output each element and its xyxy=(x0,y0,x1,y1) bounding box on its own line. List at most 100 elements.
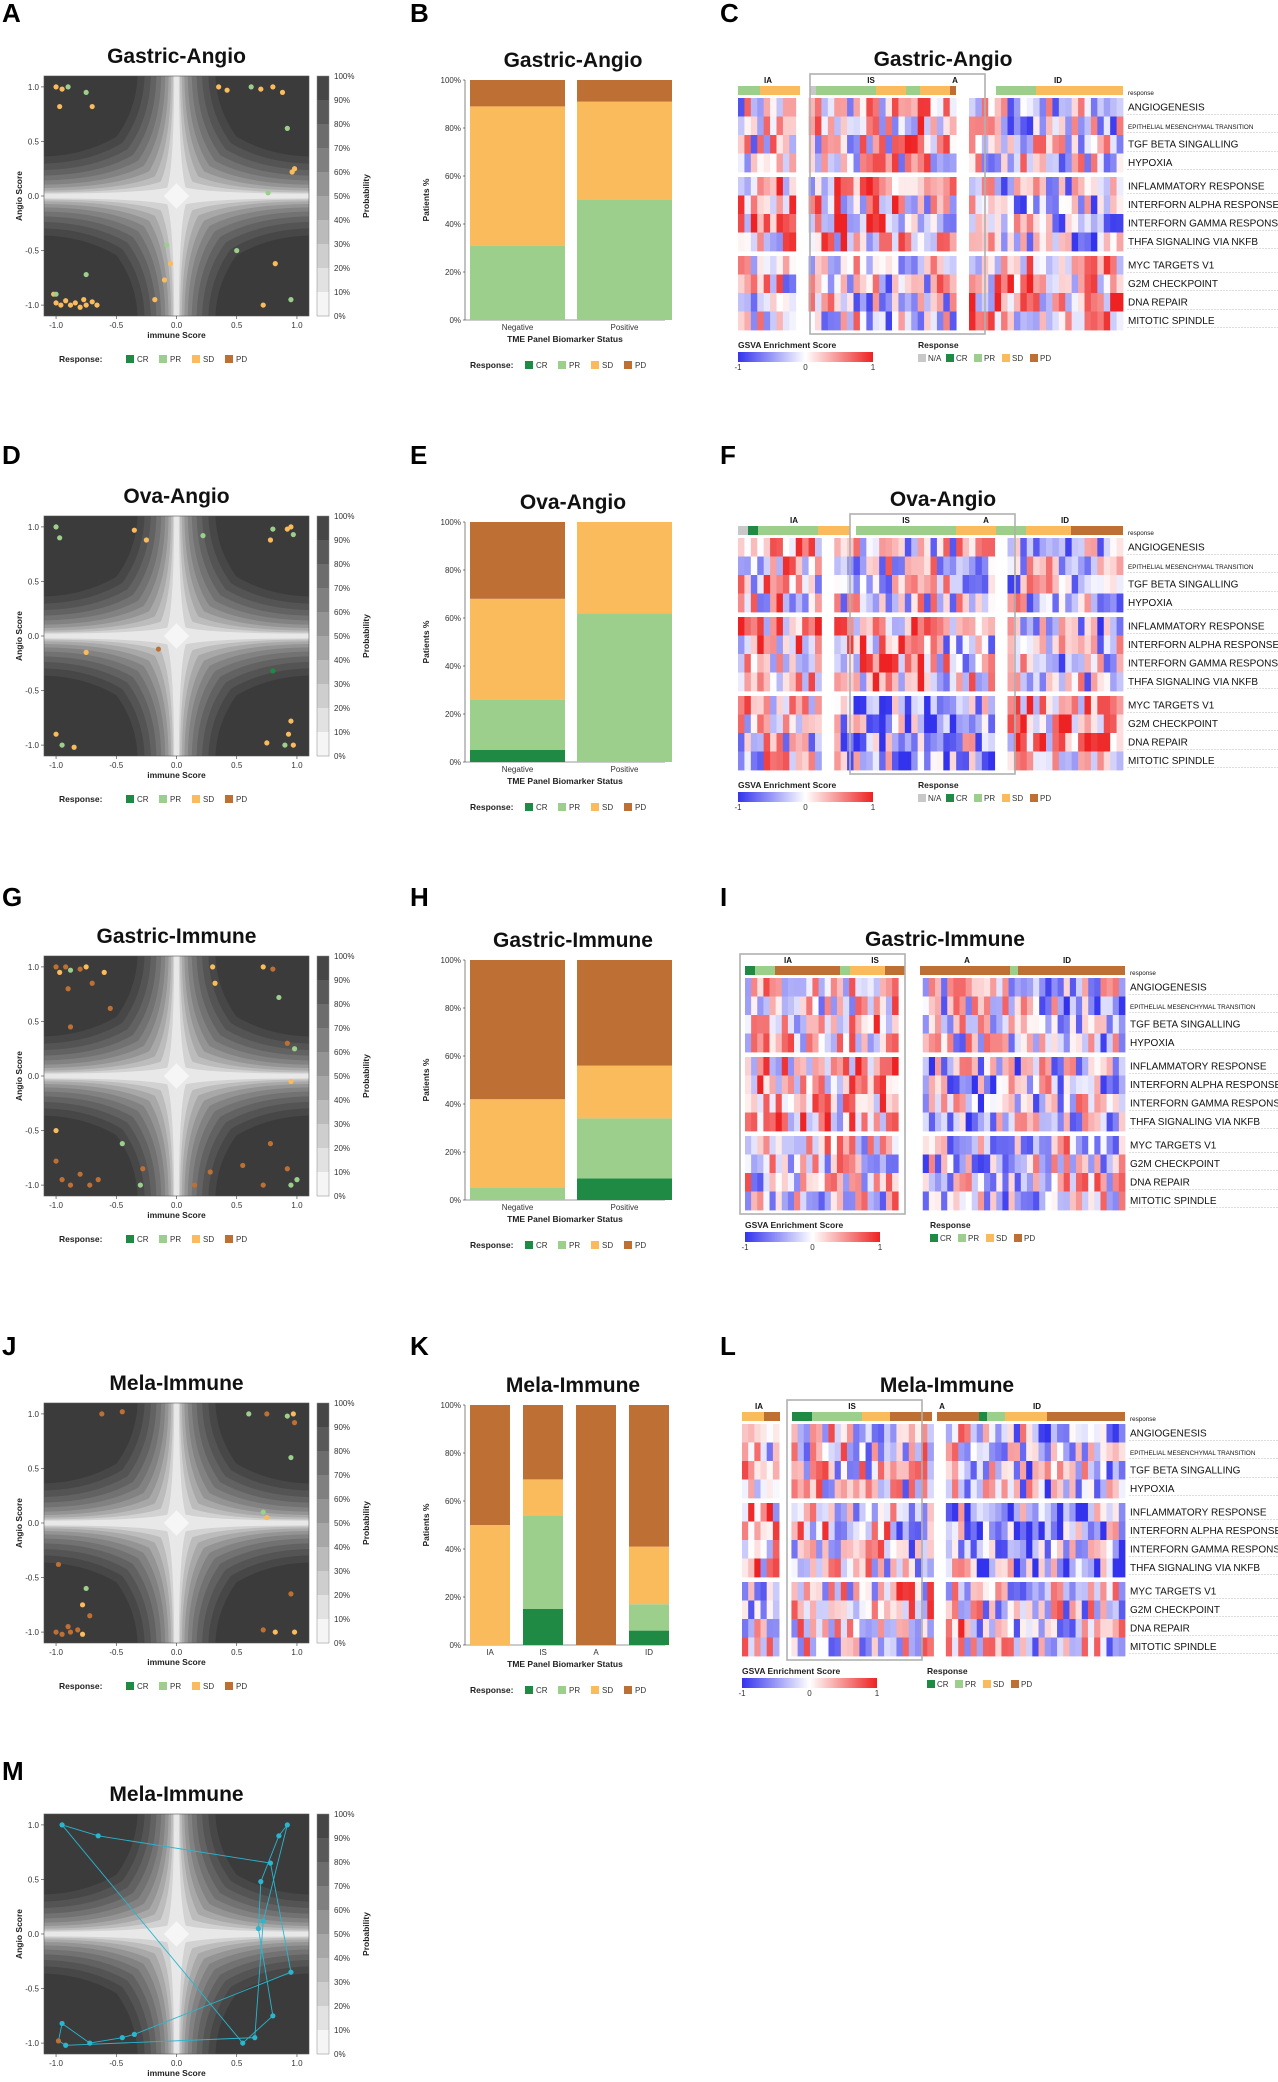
heatmap-cell xyxy=(789,232,797,252)
heatmap-cell xyxy=(1033,214,1040,233)
y-tick-label: -0.5 xyxy=(25,687,39,696)
heatmap-cell xyxy=(1103,751,1111,771)
heatmap-cell xyxy=(1112,1461,1120,1480)
heatmap-cell xyxy=(922,1154,930,1174)
heatmap-cell xyxy=(1112,1637,1120,1657)
heatmap-cell xyxy=(806,1033,813,1053)
heatmap-cell xyxy=(803,1619,811,1638)
heatmap-cell xyxy=(952,1582,959,1601)
heatmap-cell xyxy=(1032,1540,1039,1559)
heatmap-cell xyxy=(775,1057,783,1076)
heatmap-cell xyxy=(859,1521,866,1541)
heatmap-cell xyxy=(949,195,957,215)
heatmap-cell xyxy=(930,177,938,196)
heatmap-cell xyxy=(898,256,906,275)
pathway-label: MYC TARGETS V1 xyxy=(1130,1140,1217,1151)
heatmap-cell xyxy=(943,635,951,655)
legend-swatch-PR xyxy=(558,361,566,369)
colorbar-step xyxy=(317,1523,329,1548)
data-point-SD xyxy=(240,2040,246,2046)
heatmap-cell xyxy=(1090,311,1098,331)
heatmap-cell xyxy=(1075,1540,1083,1559)
heatmap-cell xyxy=(936,116,944,136)
heatmap-cell xyxy=(853,556,861,576)
heatmap-cell xyxy=(1075,1173,1083,1192)
heatmap-cell xyxy=(1112,1619,1120,1638)
heatmap-cell xyxy=(1050,1582,1058,1601)
heatmap-cell xyxy=(840,116,848,136)
heatmap-cell xyxy=(911,714,919,734)
heatmap-cell xyxy=(1033,116,1040,136)
heatmap-cell xyxy=(930,672,938,692)
heatmap-cell xyxy=(898,556,906,576)
response-legend-swatch xyxy=(930,1234,938,1242)
heatmap-cell xyxy=(1001,274,1008,294)
heatmap-cell xyxy=(828,1503,836,1522)
heatmap-cell xyxy=(1100,1057,1108,1076)
bar-segment-SD xyxy=(577,101,672,200)
response-legend-title: Response xyxy=(930,1220,971,1230)
colorbar-label: Probability xyxy=(361,1501,371,1545)
heatmap-cell xyxy=(879,654,886,673)
heatmap-cell xyxy=(914,1479,922,1499)
bar-segment-SD xyxy=(577,522,672,614)
pathway-label: THFA SIGNALING VIA NKFB xyxy=(1128,237,1258,248)
heatmap-cell xyxy=(1110,214,1117,233)
heatmap-cell xyxy=(1075,1136,1083,1155)
data-point-SD xyxy=(255,1925,262,1932)
heatmap-cell xyxy=(1008,1015,1016,1034)
heatmap-cell xyxy=(965,1154,973,1174)
heatmap-cell xyxy=(1078,195,1085,215)
heatmap-cell xyxy=(754,1619,761,1638)
heatmap-cell xyxy=(1026,538,1034,557)
colorbar-step xyxy=(317,1982,329,2007)
heatmap-cell xyxy=(1116,135,1124,154)
response-bar-segment xyxy=(738,86,760,95)
heatmap-cell xyxy=(1069,1112,1077,1132)
heatmap-cell xyxy=(976,1582,984,1601)
data-point-SD xyxy=(81,297,87,303)
heatmap-cell xyxy=(816,1619,823,1638)
pathway-label: ANGIOGENESIS xyxy=(1130,982,1207,993)
data-point-PD xyxy=(191,1182,198,1188)
heatmap-cell xyxy=(855,1094,862,1113)
bar-segment-CR xyxy=(629,1630,669,1645)
heatmap-cell xyxy=(738,232,745,252)
heatmap-cell xyxy=(911,98,919,117)
heatmap-cell xyxy=(879,978,887,997)
heatmap-cell xyxy=(853,135,861,154)
heatmap-cell xyxy=(896,1521,904,1541)
heatmap-cell xyxy=(943,556,951,576)
colorbar-tick-label: 100% xyxy=(334,1399,354,1408)
pathway-label: EPITHELIAL MESENCHYMAL TRANSITION xyxy=(1128,124,1254,131)
heatmap-cell xyxy=(1045,1191,1052,1211)
data-point-PD xyxy=(140,1166,146,1172)
colorbar-step xyxy=(317,1934,329,1959)
heatmap-cell xyxy=(808,654,816,673)
heatmap-cell xyxy=(879,311,886,331)
heatmap-cell xyxy=(1118,1424,1126,1443)
heatmap-cell xyxy=(1078,214,1085,233)
heatmap-cell xyxy=(853,1619,860,1638)
heatmap-cell xyxy=(789,116,797,136)
legend-text-PR: PR xyxy=(569,361,580,370)
heatmap-cell xyxy=(1090,575,1098,594)
heatmap-cell xyxy=(789,98,797,117)
heatmap-cell xyxy=(867,1191,875,1211)
heatmap-cell xyxy=(1087,1619,1095,1638)
heatmap-cell xyxy=(1084,617,1092,636)
heatmap-cell xyxy=(859,256,867,275)
heatmap-cell xyxy=(776,714,784,734)
heatmap-cell xyxy=(782,153,790,173)
data-point-PR xyxy=(53,291,59,297)
heatmap-cell xyxy=(744,256,752,275)
heatmap-cell xyxy=(763,1057,770,1076)
heatmap-cell xyxy=(1033,1057,1040,1076)
heatmap-cell xyxy=(917,593,925,613)
heatmap-cell xyxy=(879,98,886,117)
heatmap-cell xyxy=(828,1582,836,1601)
heatmap-cell xyxy=(769,1094,777,1113)
heatmap-cell xyxy=(836,1191,844,1211)
heatmap-cell xyxy=(772,1637,780,1657)
heatmap-cell xyxy=(924,293,931,312)
